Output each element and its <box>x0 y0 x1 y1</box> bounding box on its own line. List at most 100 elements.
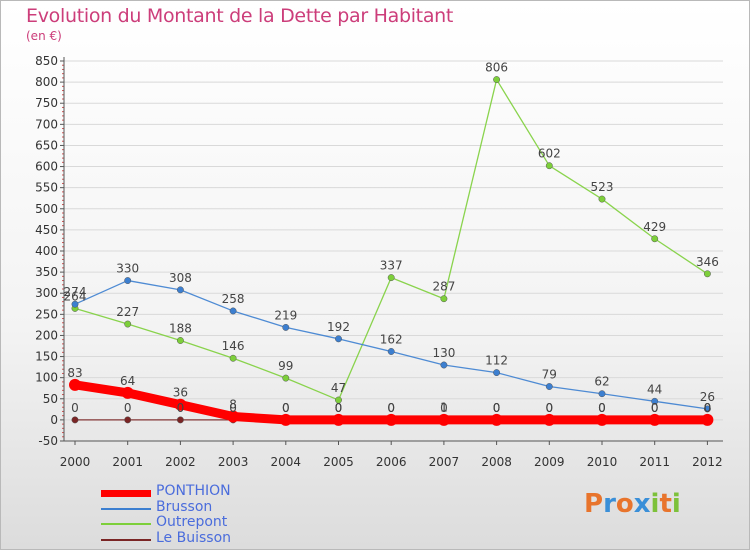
data-label: 64 <box>120 374 135 388</box>
y-tick-label: 700 <box>35 117 58 131</box>
data-label: 0 <box>335 401 343 415</box>
y-tick-label: 50 <box>43 392 58 406</box>
y-tick-label: 550 <box>35 181 58 195</box>
data-label: 44 <box>647 382 662 396</box>
data-point <box>543 413 556 426</box>
data-label: 0 <box>124 401 132 415</box>
data-label: 8 <box>229 398 237 412</box>
data-point <box>437 413 450 426</box>
data-point <box>701 413 714 426</box>
legend-label: Le Buisson <box>156 529 232 546</box>
data-point <box>124 277 132 285</box>
data-point <box>598 195 606 203</box>
y-tick-label: 600 <box>35 160 58 174</box>
data-label: 219 <box>274 308 297 322</box>
logo-letter: r <box>603 489 616 519</box>
data-label: 0 <box>440 401 448 415</box>
logo-letter: P <box>584 489 604 519</box>
data-label: 146 <box>222 339 245 353</box>
data-point <box>598 390 606 398</box>
data-point <box>493 76 501 84</box>
data-point <box>651 397 659 405</box>
data-point <box>176 286 184 294</box>
data-label: 79 <box>542 368 557 382</box>
data-label: 0 <box>387 401 395 415</box>
data-point <box>596 413 608 426</box>
data-point <box>440 361 448 369</box>
data-label: 0 <box>493 401 501 415</box>
legend-swatch <box>101 523 151 525</box>
data-point <box>651 235 659 243</box>
x-tick-label: 2007 <box>429 455 460 469</box>
data-label: 429 <box>643 220 666 234</box>
legend-swatch <box>101 489 151 497</box>
data-label: 264 <box>64 289 87 303</box>
x-tick-label: 2003 <box>218 455 249 469</box>
data-point <box>229 307 237 315</box>
data-label: 523 <box>591 180 614 194</box>
data-label: 83 <box>67 366 82 380</box>
y-tick-label: 350 <box>35 265 58 279</box>
data-label: 99 <box>278 359 293 373</box>
data-label: 330 <box>116 262 139 276</box>
data-point <box>440 295 448 303</box>
data-point <box>387 274 395 282</box>
data-label: 36 <box>173 386 188 400</box>
x-tick-label: 2008 <box>481 455 512 469</box>
data-label: 0 <box>335 401 343 415</box>
y-tick-label: 250 <box>35 307 58 321</box>
data-point <box>332 413 345 426</box>
data-point <box>71 300 79 308</box>
data-label: 0 <box>71 401 79 415</box>
data-label: 188 <box>169 322 192 336</box>
x-tick-label: 2006 <box>376 455 407 469</box>
logo-letter: i <box>650 489 660 519</box>
data-point <box>703 405 711 413</box>
x-tick-label: 2011 <box>639 455 670 469</box>
data-point <box>229 354 237 362</box>
logo-letter: t <box>659 489 672 519</box>
data-point <box>545 162 553 170</box>
data-label: 806 <box>485 61 508 75</box>
chart-subtitle: (en €) <box>26 29 62 43</box>
x-tick-label: 2010 <box>587 455 618 469</box>
data-label: 0 <box>229 401 237 415</box>
data-point <box>385 413 398 426</box>
x-tick-label: 2009 <box>534 455 565 469</box>
data-label: 0 <box>545 401 553 415</box>
legend-label: Brusson <box>156 498 213 515</box>
y-tick-label: -50 <box>38 434 58 448</box>
proxiti-logo: Proxiti <box>584 489 681 519</box>
data-point <box>176 337 184 344</box>
y-tick-label: 650 <box>35 138 58 152</box>
data-label: 62 <box>594 375 609 389</box>
data-label: 0 <box>598 401 606 415</box>
legend-swatch <box>101 507 151 510</box>
y-tick-label: 150 <box>35 350 58 364</box>
data-point <box>176 416 184 424</box>
data-point <box>387 348 395 355</box>
data-label: 346 <box>696 255 719 269</box>
x-tick-label: 2005 <box>323 455 354 469</box>
y-tick-label: 500 <box>35 202 58 216</box>
data-label: 0 <box>177 401 185 415</box>
data-label: 1 <box>440 400 448 414</box>
data-label: 0 <box>704 401 712 415</box>
legend-swatch <box>101 538 151 541</box>
data-point <box>174 398 187 411</box>
data-label: 26 <box>700 390 715 404</box>
data-point <box>279 413 292 426</box>
data-point <box>545 383 553 390</box>
data-label: 0 <box>387 401 395 415</box>
legend-label: PONTHION <box>156 483 231 499</box>
data-label: 162 <box>380 332 403 346</box>
logo-letter: o <box>615 489 634 519</box>
data-point <box>69 378 81 391</box>
legend-label: Outrepont <box>156 514 228 530</box>
data-label: 130 <box>432 346 455 360</box>
data-point <box>124 416 132 424</box>
data-label: 308 <box>169 271 192 285</box>
data-point <box>71 416 79 424</box>
y-tick-label: 750 <box>35 96 58 110</box>
